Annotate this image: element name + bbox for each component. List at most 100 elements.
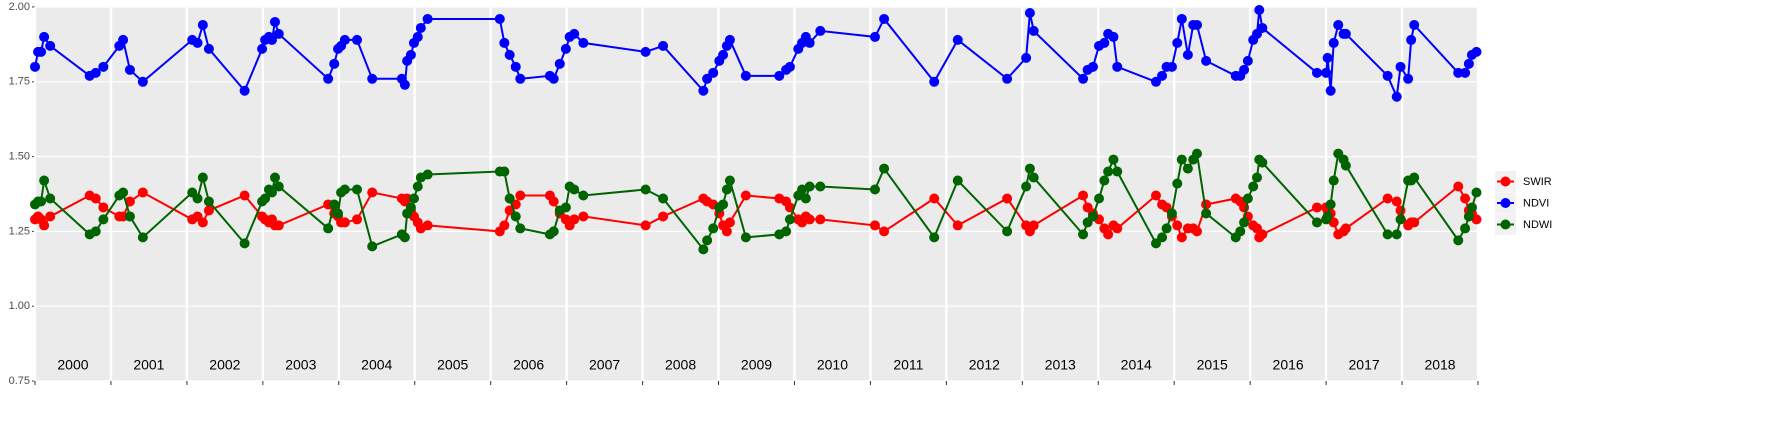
data-point (1248, 181, 1259, 192)
data-point (640, 220, 651, 231)
data-point (1382, 70, 1393, 81)
data-point (329, 199, 340, 210)
data-point (1028, 25, 1039, 36)
data-point (560, 43, 571, 54)
data-point (1024, 163, 1035, 174)
data-point (273, 220, 284, 231)
data-point (740, 190, 751, 201)
data-point (1201, 55, 1212, 66)
legend-point (1500, 219, 1511, 230)
data-point (1251, 172, 1262, 183)
data-point (510, 211, 521, 222)
data-point (815, 181, 826, 192)
data-point (339, 217, 350, 228)
data-point (1172, 37, 1183, 48)
data-point (658, 211, 669, 222)
data-point (98, 61, 109, 72)
data-point (257, 43, 268, 54)
year-label: 2013 (1045, 357, 1076, 373)
data-point (118, 34, 129, 45)
data-point (815, 25, 826, 36)
data-point (203, 205, 214, 216)
data-point (90, 193, 101, 204)
data-point (784, 214, 795, 225)
data-point (879, 13, 890, 24)
data-point (137, 232, 148, 243)
data-point (869, 184, 880, 195)
legend-label: SWIR (1523, 176, 1552, 188)
data-point (367, 187, 378, 198)
data-point (137, 76, 148, 87)
data-point (658, 193, 669, 204)
data-point (192, 193, 203, 204)
data-point (1087, 61, 1098, 72)
data-point (1409, 217, 1420, 228)
year-label: 2002 (209, 357, 240, 373)
data-point (879, 226, 890, 237)
data-point (1257, 229, 1268, 240)
data-point (197, 172, 208, 183)
data-point (1028, 220, 1039, 231)
data-point (1172, 220, 1183, 231)
data-point (203, 196, 214, 207)
data-point (952, 34, 963, 45)
year-label: 2001 (133, 357, 164, 373)
data-point (698, 244, 709, 255)
data-point (740, 232, 751, 243)
data-point (1460, 67, 1471, 78)
data-point (402, 193, 413, 204)
data-point (718, 199, 729, 210)
data-point (515, 73, 526, 84)
data-point (39, 175, 50, 186)
legend-label: NDVI (1523, 197, 1549, 209)
data-point (724, 217, 735, 228)
data-point (405, 49, 416, 60)
y-tick-label: 2.00 (9, 1, 30, 13)
data-point (408, 193, 419, 204)
data-point (1021, 181, 1032, 192)
data-point (569, 28, 580, 39)
data-point (339, 34, 350, 45)
data-point (352, 214, 363, 225)
data-point (1191, 19, 1202, 30)
data-point (1235, 226, 1246, 237)
data-point (1108, 154, 1119, 165)
legend-label: NDWI (1523, 219, 1552, 231)
y-tick-label: 1.25 (9, 225, 30, 237)
data-point (952, 175, 963, 186)
data-point (510, 61, 521, 72)
data-point (724, 175, 735, 186)
data-point (1112, 166, 1123, 177)
data-point (1078, 229, 1089, 240)
data-point (1382, 193, 1393, 204)
data-point (1002, 193, 1013, 204)
data-point (323, 223, 334, 234)
data-point (197, 19, 208, 30)
data-point (1239, 64, 1250, 75)
data-point (1103, 166, 1114, 177)
year-label: 2000 (57, 357, 88, 373)
data-point (197, 217, 208, 228)
data-point (929, 76, 940, 87)
data-point (1002, 73, 1013, 84)
year-label: 2011 (893, 357, 923, 373)
data-point (1322, 211, 1333, 222)
data-point (1471, 187, 1482, 198)
data-point (1103, 229, 1114, 240)
data-point (412, 31, 423, 42)
data-point (1325, 85, 1336, 96)
year-label: 2004 (361, 357, 392, 373)
data-point (1112, 223, 1123, 234)
data-point (1191, 148, 1202, 159)
data-point (90, 67, 101, 78)
data-point (1406, 34, 1417, 45)
data-point (269, 172, 280, 183)
data-point (1257, 22, 1268, 33)
data-point (929, 232, 940, 243)
data-point (1099, 175, 1110, 186)
data-point (952, 220, 963, 231)
data-point (273, 181, 284, 192)
data-point (1176, 154, 1187, 165)
data-point (118, 187, 129, 198)
